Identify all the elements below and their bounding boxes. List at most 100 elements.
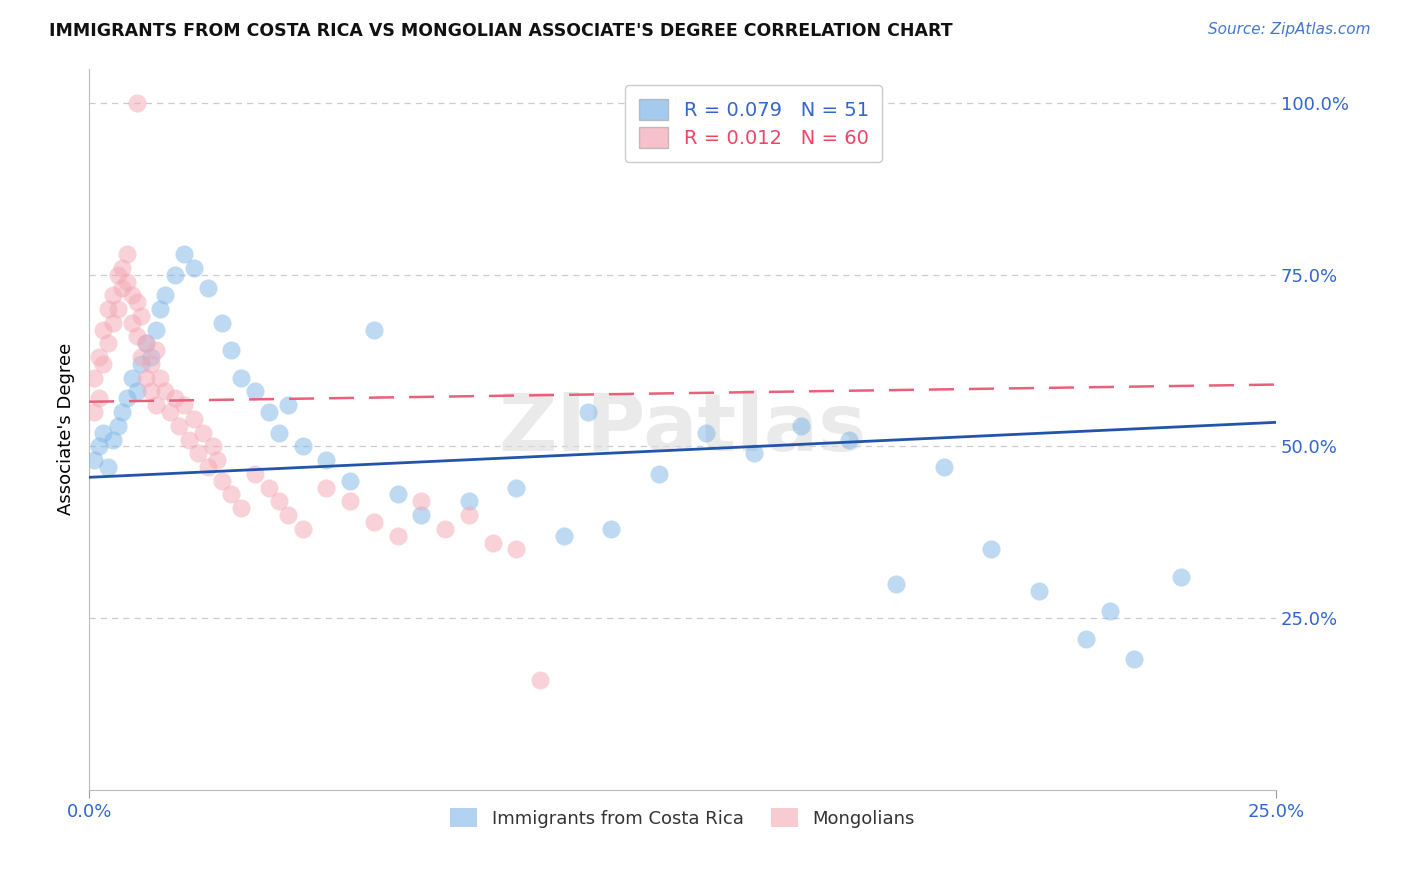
Point [183,260,205,275]
Point [932,460,955,475]
Point [121,316,143,330]
Point [149,370,172,384]
Point [245,467,267,481]
Point [173,398,195,412]
Point [201,439,224,453]
Text: IMMIGRANTS FROM COSTA RICA VS MONGOLIAN ASSOCIATE'S DEGREE CORRELATION CHART: IMMIGRANTS FROM COSTA RICA VS MONGOLIAN … [49,22,953,40]
Point [980,542,1002,557]
Point [187,446,209,460]
Point [135,370,157,384]
Point [457,494,479,508]
Point [169,418,191,433]
Point [229,501,252,516]
Point [434,522,457,536]
Point [97,301,120,316]
Point [197,460,219,475]
Point [115,392,138,406]
Point [529,673,551,687]
Point [121,288,143,302]
Point [695,425,717,440]
Point [135,336,157,351]
Point [1074,632,1097,646]
Point [505,481,527,495]
Point [97,336,120,351]
Point [107,268,129,282]
Point [83,370,105,384]
Point [267,425,290,440]
Point [87,439,110,453]
Point [145,343,167,358]
Point [125,295,148,310]
Point [245,384,267,399]
Point [173,247,195,261]
Point [838,433,860,447]
Point [291,439,314,453]
Point [121,370,143,384]
Point [149,301,172,316]
Point [129,357,152,371]
Point [107,418,129,433]
Point [291,522,314,536]
Point [163,392,186,406]
Point [648,467,671,481]
Point [481,535,503,549]
Point [101,316,124,330]
Point [139,357,162,371]
Point [115,275,138,289]
Point [91,323,114,337]
Point [101,288,124,302]
Point [207,453,229,467]
Point [1170,570,1192,584]
Point [411,508,433,522]
Point [91,425,114,440]
Text: ZIPatlas: ZIPatlas [498,390,866,468]
Point [125,95,148,110]
Point [101,433,124,447]
Point [87,392,110,406]
Point [387,529,409,543]
Point [259,481,281,495]
Point [229,370,252,384]
Point [1028,583,1050,598]
Point [339,474,361,488]
Point [553,529,575,543]
Point [1122,652,1144,666]
Point [183,412,205,426]
Point [83,405,105,419]
Legend: Immigrants from Costa Rica, Mongolians: Immigrants from Costa Rica, Mongolians [443,801,922,835]
Point [411,494,433,508]
Point [742,446,765,460]
Point [115,247,138,261]
Text: Source: ZipAtlas.com: Source: ZipAtlas.com [1208,22,1371,37]
Point [221,343,243,358]
Point [163,268,186,282]
Point [125,329,148,343]
Point [145,398,167,412]
Point [129,350,152,364]
Point [505,542,527,557]
Point [145,323,167,337]
Point [211,316,233,330]
Point [363,515,385,529]
Point [107,301,129,316]
Point [600,522,623,536]
Point [211,474,233,488]
Point [135,336,157,351]
Point [153,288,176,302]
Point [277,508,299,522]
Point [97,460,120,475]
Point [125,384,148,399]
Point [259,405,281,419]
Point [177,433,200,447]
Point [129,309,152,323]
Point [884,576,907,591]
Point [111,405,134,419]
Point [277,398,299,412]
Point [363,323,385,337]
Point [87,350,110,364]
Point [221,487,243,501]
Point [576,405,599,419]
Point [139,384,162,399]
Point [91,357,114,371]
Point [139,350,162,364]
